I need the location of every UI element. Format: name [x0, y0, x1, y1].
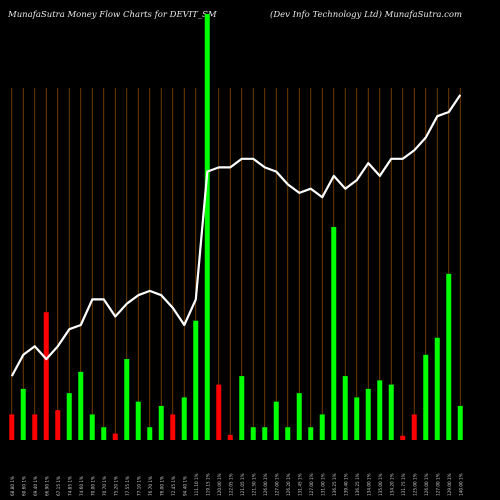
tick-label-5: 67.15 1% — [56, 476, 61, 496]
tick-label-30: 139.40 1% — [343, 473, 348, 496]
bar-15 — [170, 414, 176, 440]
tick-label-26: 131.45 1% — [297, 473, 302, 496]
bar-19 — [216, 384, 222, 440]
bar-40 — [457, 405, 463, 440]
bar-22 — [250, 427, 256, 440]
tick-label-16: 94.40 1% — [182, 476, 187, 496]
price-line — [10, 94, 462, 377]
bar-9 — [101, 427, 107, 440]
bar-11 — [124, 359, 130, 440]
bar-7 — [78, 371, 84, 440]
bar-29 — [331, 227, 337, 440]
tick-label-40: 140.00 1% — [458, 473, 463, 496]
tick-label-36: 125.00 1% — [412, 473, 417, 496]
tick-label-18: 119.15 1% — [205, 473, 210, 496]
tick-label-21: 121.05 1% — [240, 473, 245, 496]
bar-16 — [181, 397, 187, 440]
bar-34 — [388, 384, 394, 440]
bar-38 — [434, 337, 440, 440]
bar-26 — [296, 393, 302, 440]
bar-32 — [365, 388, 371, 440]
tick-label-2: 60.60 1% — [21, 476, 26, 496]
bar-6 — [66, 393, 72, 440]
bar-3 — [32, 414, 38, 440]
bar-30 — [342, 376, 348, 440]
tick-label-10: 75.20 1% — [113, 476, 118, 496]
tick-label-17: 111.10 1% — [194, 473, 199, 496]
bar-13 — [147, 427, 153, 440]
tick-label-14: 76.00 1% — [159, 476, 164, 496]
tick-label-8: 70.00 1% — [90, 476, 95, 496]
tick-label-4: 66.90 1% — [44, 476, 49, 496]
tick-label-19: 120.00 1% — [217, 473, 222, 496]
tick-label-9: 70.70 1% — [102, 476, 107, 496]
bar-31 — [354, 397, 360, 440]
chart-title-left: MunafaSutra Money Flow Charts for DEVIT_… — [8, 10, 217, 20]
bar-20 — [227, 434, 233, 440]
bar-5 — [55, 410, 61, 440]
tick-label-7: 74.60 1% — [79, 476, 84, 496]
tick-label-20: 122.05 1% — [228, 473, 233, 496]
bar-37 — [423, 354, 429, 440]
bar-39 — [446, 273, 452, 440]
tick-label-27: 127.00 1% — [309, 473, 314, 496]
bar-10 — [112, 433, 118, 440]
bar-18 — [204, 14, 210, 440]
tick-label-25: 126.20 1% — [286, 473, 291, 496]
tick-label-6: 74.85 1% — [67, 476, 72, 496]
tick-label-28: 131.00 1% — [320, 473, 325, 496]
tick-label-22: 121.50 1% — [251, 473, 256, 496]
tick-label-15: 72.45 1% — [171, 476, 176, 496]
bar-28 — [319, 414, 325, 440]
tick-label-39: 129.00 1% — [447, 473, 452, 496]
bar-14 — [158, 405, 164, 440]
tick-label-34: 134.20 1% — [389, 473, 394, 496]
bar-4 — [43, 312, 49, 440]
bar-2 — [20, 388, 26, 440]
tick-label-33: 135.00 1% — [378, 473, 383, 496]
tick-label-38: 127.00 1% — [435, 473, 440, 496]
tick-label-3: 69.40 1% — [33, 476, 38, 496]
tick-label-11: 77.55 1% — [125, 476, 130, 496]
chart-title-right: (Dev Info Technology Ltd) MunafaSutra.co… — [270, 10, 463, 20]
tick-label-35: 131.75 1% — [401, 473, 406, 496]
bar-25 — [285, 427, 291, 440]
bar-24 — [273, 401, 279, 440]
tick-label-32: 134.00 1% — [366, 473, 371, 496]
bar-35 — [400, 435, 406, 440]
bar-27 — [308, 427, 314, 440]
bar-8 — [89, 414, 95, 440]
tick-label-29: 136.25 1% — [332, 473, 337, 496]
bar-12 — [135, 401, 141, 440]
tick-label-31: 136.25 1% — [355, 473, 360, 496]
bar-1 — [9, 414, 15, 440]
tick-label-1: 68.80 1% — [10, 476, 15, 496]
tick-label-37: 126.00 1% — [424, 473, 429, 496]
bar-36 — [411, 414, 417, 440]
bar-21 — [239, 376, 245, 440]
bar-33 — [377, 380, 383, 440]
bar-17 — [193, 320, 199, 440]
bar-23 — [262, 427, 268, 440]
tick-label-13: 76.70 1% — [148, 476, 153, 496]
tick-label-24: 127.00 1% — [274, 473, 279, 496]
tick-label-23: 126.00 1% — [263, 473, 268, 496]
tick-label-12: 77.10 1% — [136, 476, 141, 496]
